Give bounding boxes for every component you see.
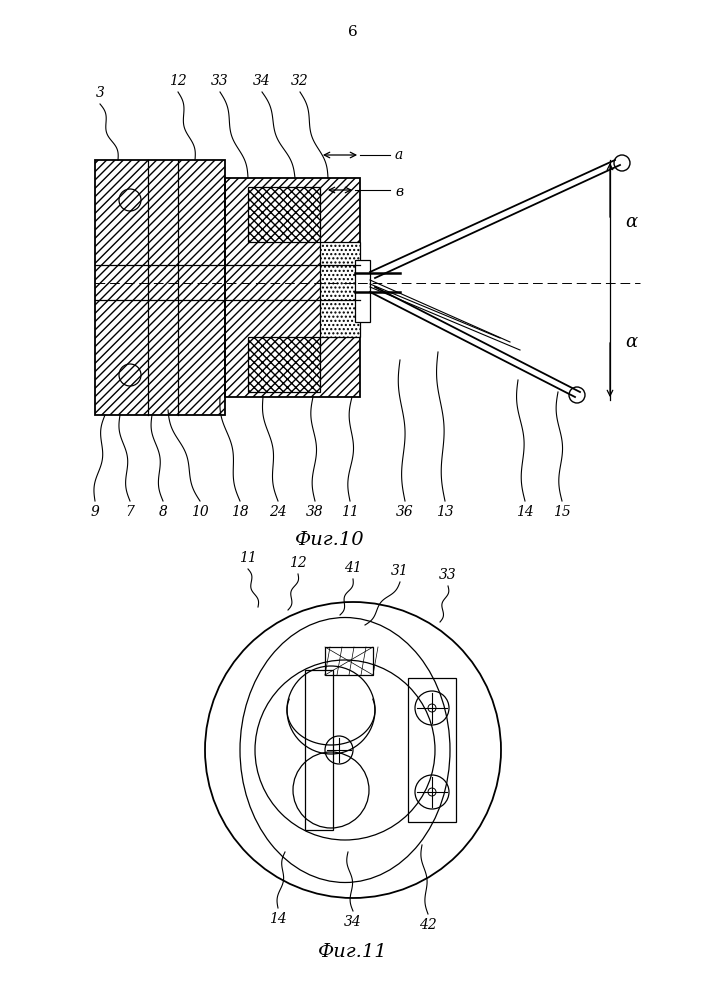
- Text: 11: 11: [239, 551, 257, 565]
- Text: 34: 34: [344, 915, 362, 929]
- Bar: [320, 242, 360, 337]
- Text: Фиг.11: Фиг.11: [318, 943, 388, 961]
- Circle shape: [569, 387, 585, 403]
- Text: 10: 10: [191, 505, 209, 519]
- Text: α: α: [625, 333, 637, 351]
- Text: 12: 12: [289, 556, 307, 570]
- Text: 41: 41: [344, 561, 362, 575]
- Text: 6: 6: [348, 25, 358, 39]
- Text: 32: 32: [291, 74, 309, 88]
- Circle shape: [614, 155, 630, 171]
- Bar: [325, 647, 373, 675]
- Bar: [408, 678, 456, 822]
- Text: 12: 12: [169, 74, 187, 88]
- Text: в: в: [395, 185, 403, 199]
- Bar: [305, 670, 333, 830]
- Bar: [355, 260, 370, 322]
- Text: 8: 8: [158, 505, 168, 519]
- Bar: [95, 160, 225, 415]
- Text: 9: 9: [90, 505, 100, 519]
- Text: 18: 18: [231, 505, 249, 519]
- Text: 33: 33: [211, 74, 229, 88]
- Text: Фиг.10: Фиг.10: [296, 531, 365, 549]
- Text: α: α: [625, 213, 637, 231]
- Text: 31: 31: [391, 564, 409, 578]
- Text: 3: 3: [95, 86, 105, 100]
- Bar: [248, 187, 320, 242]
- Text: 36: 36: [396, 505, 414, 519]
- Text: 42: 42: [419, 918, 437, 932]
- Text: 15: 15: [553, 505, 571, 519]
- Text: 14: 14: [516, 505, 534, 519]
- Text: 38: 38: [306, 505, 324, 519]
- Text: 34: 34: [253, 74, 271, 88]
- Text: 13: 13: [436, 505, 454, 519]
- Bar: [248, 337, 320, 392]
- Text: a: a: [395, 148, 403, 162]
- Text: 33: 33: [439, 568, 457, 582]
- Text: 11: 11: [341, 505, 359, 519]
- Text: 24: 24: [269, 505, 287, 519]
- Text: 14: 14: [269, 912, 287, 926]
- Text: 7: 7: [126, 505, 134, 519]
- Bar: [225, 178, 360, 397]
